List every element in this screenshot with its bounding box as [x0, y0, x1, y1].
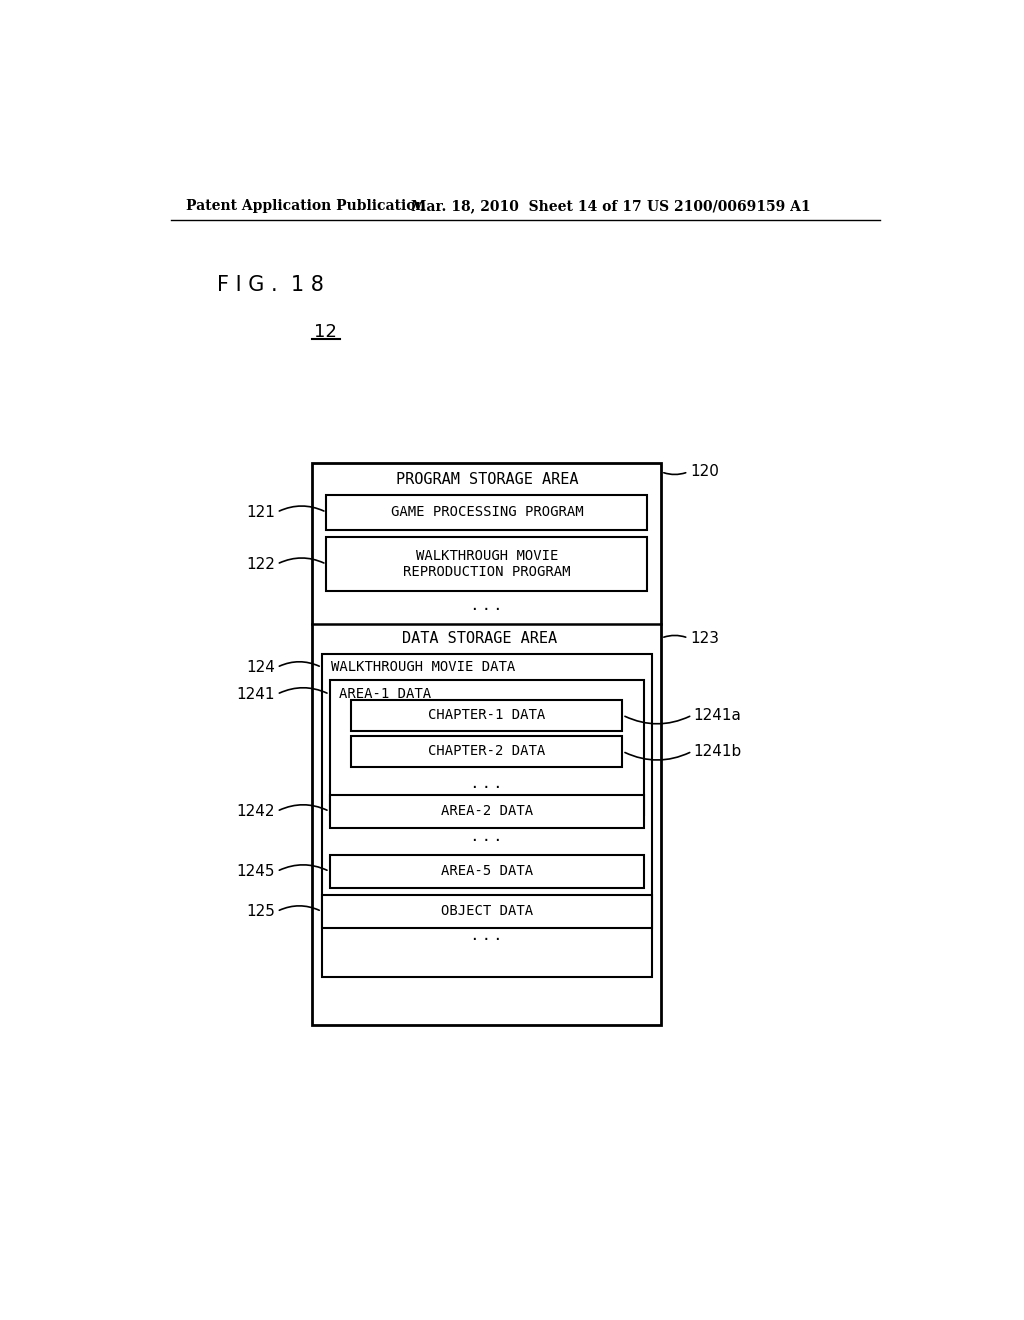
- Text: · · ·: · · ·: [472, 931, 501, 949]
- Text: 120: 120: [690, 465, 719, 479]
- Text: 1241b: 1241b: [693, 743, 742, 759]
- Text: 124: 124: [247, 660, 275, 675]
- Text: 122: 122: [247, 557, 275, 572]
- Text: 121: 121: [247, 504, 275, 520]
- Text: WALKTHROUGH MOVIE
REPRODUCTION PROGRAM: WALKTHROUGH MOVIE REPRODUCTION PROGRAM: [403, 549, 570, 579]
- Text: Patent Application Publication: Patent Application Publication: [186, 199, 426, 213]
- Text: · · ·: · · ·: [472, 602, 501, 619]
- Text: 1242: 1242: [237, 804, 275, 818]
- Text: CHAPTER-1 DATA: CHAPTER-1 DATA: [428, 708, 546, 722]
- Text: Mar. 18, 2010  Sheet 14 of 17: Mar. 18, 2010 Sheet 14 of 17: [411, 199, 641, 213]
- Bar: [322, 895, 652, 928]
- Text: 1245: 1245: [237, 863, 275, 879]
- Text: 125: 125: [247, 904, 275, 919]
- Bar: [330, 795, 644, 828]
- Text: AREA-2 DATA: AREA-2 DATA: [440, 804, 532, 818]
- Text: 123: 123: [690, 631, 719, 645]
- Text: US 2100/0069159 A1: US 2100/0069159 A1: [647, 199, 811, 213]
- Text: DATA STORAGE AREA: DATA STORAGE AREA: [401, 631, 557, 645]
- Text: AREA-1 DATA: AREA-1 DATA: [339, 688, 431, 701]
- Text: 1241: 1241: [237, 686, 275, 702]
- Bar: [330, 681, 644, 816]
- Text: GAME PROCESSING PROGRAM: GAME PROCESSING PROGRAM: [390, 506, 583, 519]
- Text: WALKTHROUGH MOVIE DATA: WALKTHROUGH MOVIE DATA: [331, 660, 515, 675]
- Text: · · ·: · · ·: [472, 833, 501, 850]
- Bar: [322, 653, 652, 977]
- Text: F I G .  1 8: F I G . 1 8: [217, 276, 324, 296]
- Text: PROGRAM STORAGE AREA: PROGRAM STORAGE AREA: [395, 473, 579, 487]
- Text: AREA-5 DATA: AREA-5 DATA: [440, 865, 532, 878]
- Text: 1241a: 1241a: [693, 708, 741, 722]
- Bar: [312, 462, 662, 1024]
- Bar: [327, 537, 647, 591]
- Bar: [351, 700, 623, 730]
- Bar: [327, 495, 647, 529]
- Text: · · ·: · · ·: [472, 779, 501, 797]
- Text: CHAPTER-2 DATA: CHAPTER-2 DATA: [428, 744, 546, 758]
- Bar: [351, 737, 623, 767]
- Bar: [330, 855, 644, 887]
- Text: 12: 12: [314, 322, 337, 341]
- Text: OBJECT DATA: OBJECT DATA: [440, 904, 532, 919]
